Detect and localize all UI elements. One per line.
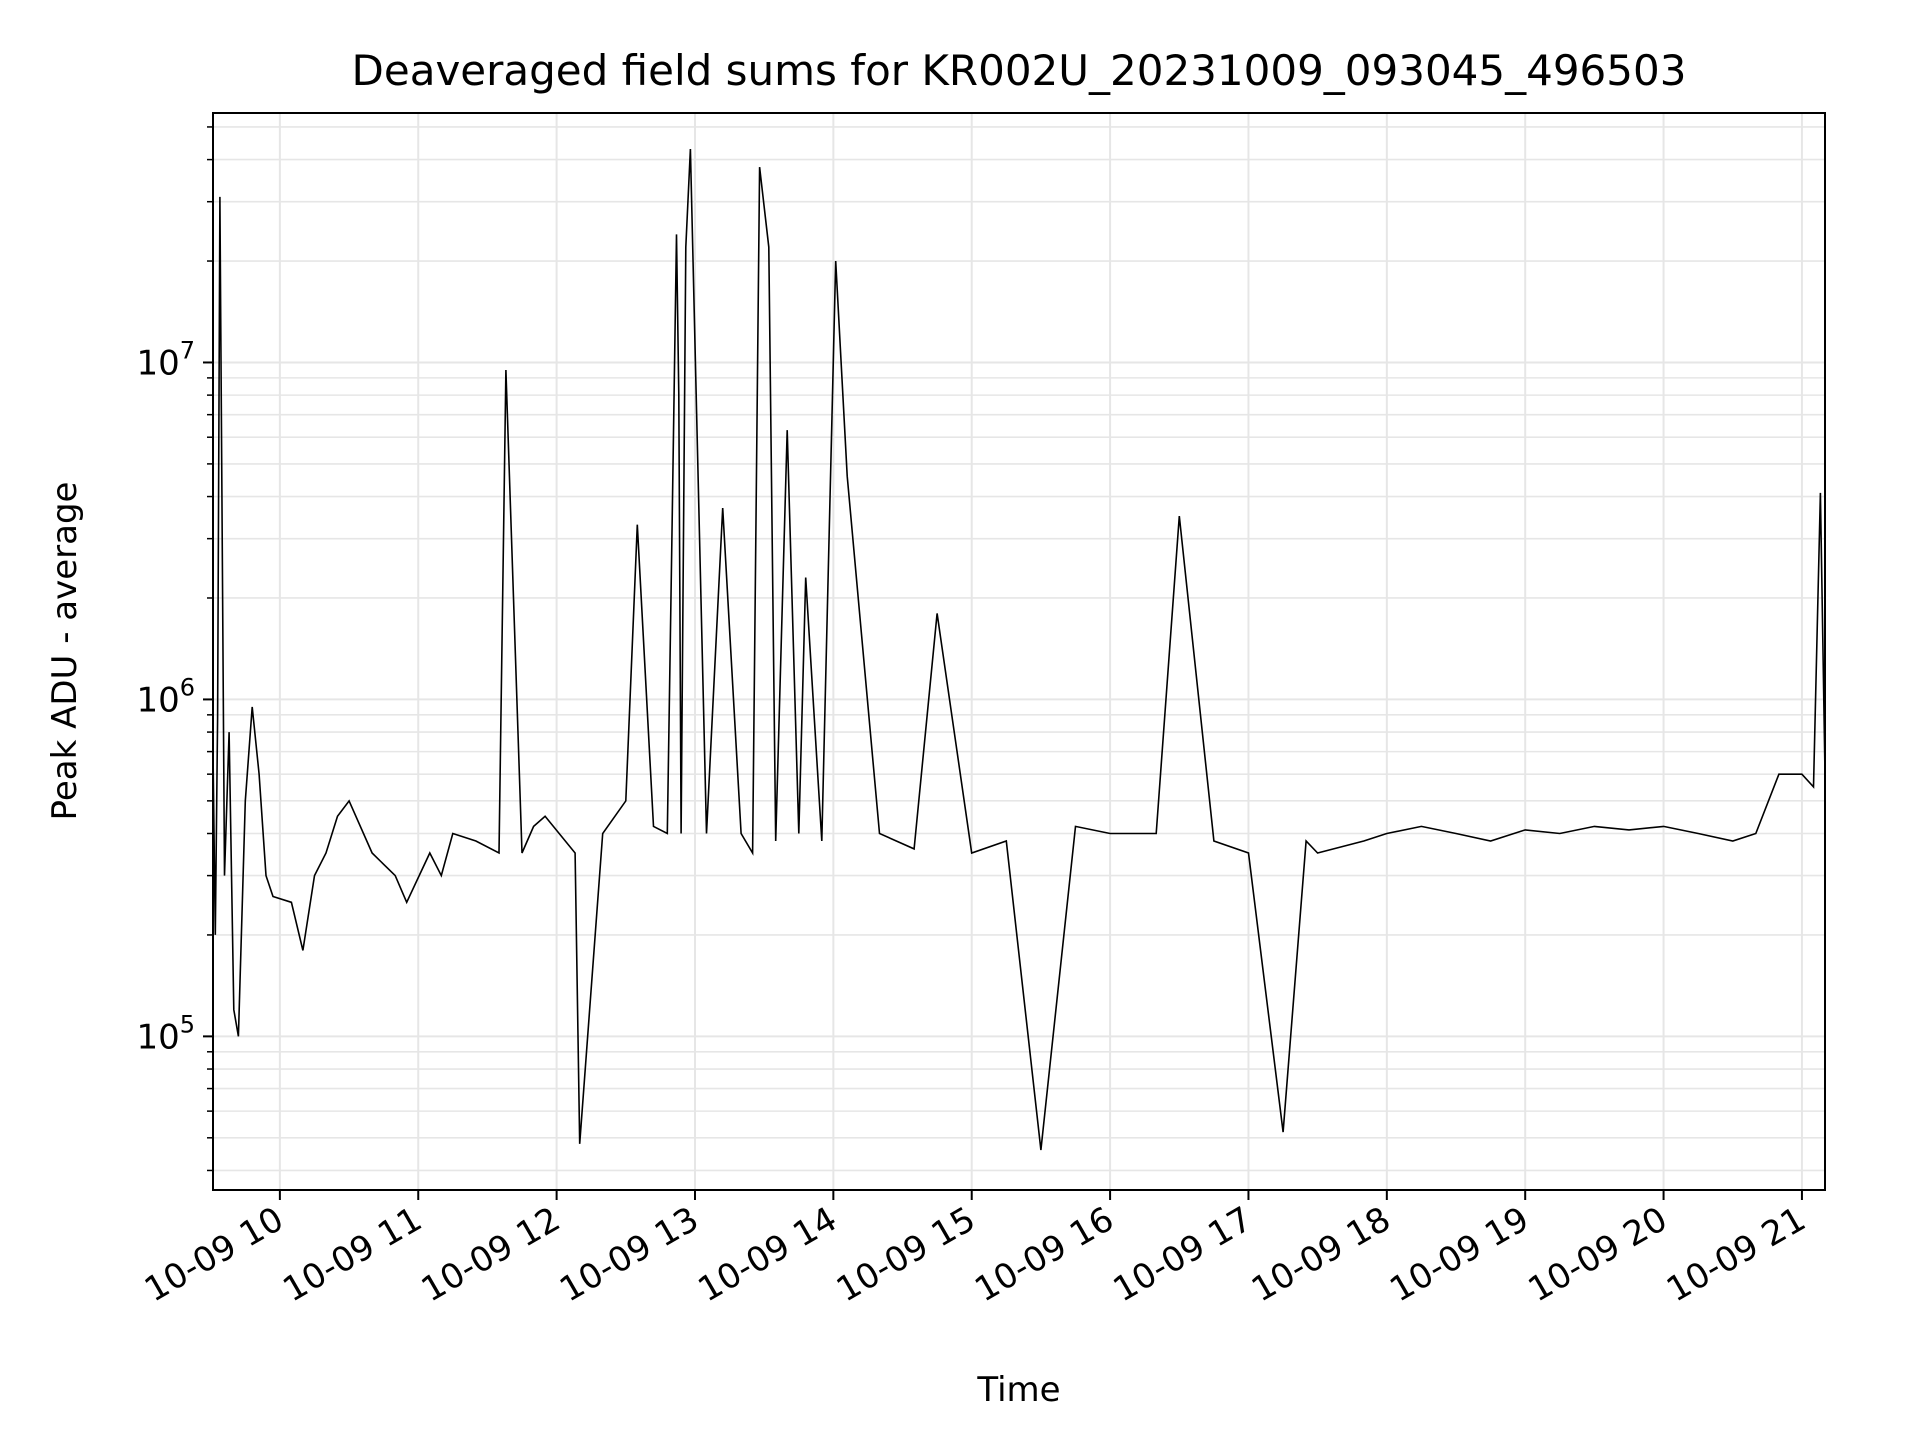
y-axis: 105 106 107 bbox=[136, 126, 213, 1172]
y-tick-label: 105 bbox=[136, 1010, 195, 1057]
x-tick-label: 10-09 16 bbox=[968, 1199, 1120, 1310]
series-line bbox=[212, 148, 1826, 1151]
x-axis-label: Time bbox=[976, 1370, 1060, 1410]
x-tick-label: 10-09 13 bbox=[553, 1199, 705, 1310]
y-axis-label: Peak ADU - average bbox=[45, 482, 85, 821]
x-tick-label: 10-09 21 bbox=[1660, 1199, 1812, 1310]
x-tick-label: 10-09 20 bbox=[1522, 1199, 1674, 1310]
grid bbox=[213, 113, 1825, 1190]
x-tick-label: 10-09 18 bbox=[1245, 1199, 1397, 1310]
x-tick-label: 10-09 12 bbox=[415, 1199, 567, 1310]
chart-title: Deaveraged field sums for KR002U_2023100… bbox=[352, 46, 1687, 95]
x-tick-label: 10-09 10 bbox=[138, 1199, 290, 1310]
x-tick-label: 10-09 17 bbox=[1107, 1199, 1259, 1310]
y-tick-label: 106 bbox=[136, 673, 195, 720]
data-series bbox=[212, 148, 1826, 1151]
y-tick-label: 107 bbox=[136, 336, 195, 383]
x-tick-label: 10-09 11 bbox=[276, 1199, 428, 1310]
x-tick-label: 10-09 15 bbox=[830, 1199, 982, 1310]
plot-frame bbox=[212, 112, 1826, 1191]
x-tick-label: 10-09 14 bbox=[691, 1199, 843, 1310]
x-tick-label: 10-09 19 bbox=[1383, 1199, 1535, 1310]
